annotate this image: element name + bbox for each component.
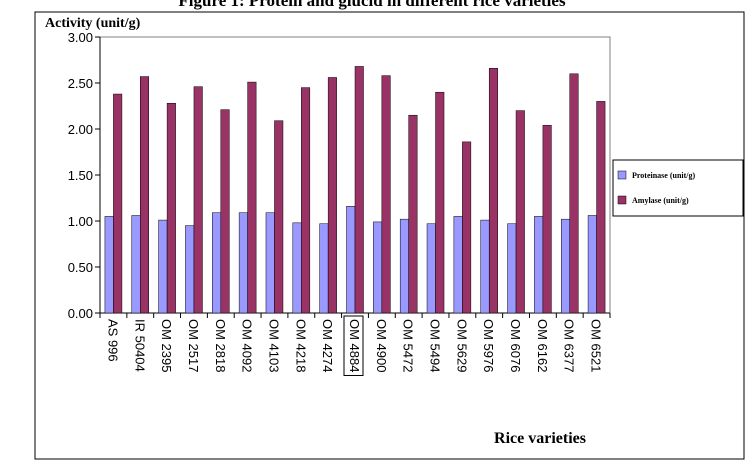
bar xyxy=(346,206,356,314)
bar xyxy=(408,114,418,314)
bar xyxy=(381,75,391,314)
bar xyxy=(274,120,284,314)
category-highlight xyxy=(343,315,364,376)
bar xyxy=(265,212,275,314)
bar xyxy=(113,93,123,314)
x-tick-label: OM 2517 xyxy=(186,319,201,372)
x-tick-label: OM 6377 xyxy=(562,319,577,372)
legend-label: Proteinase (unit/g) xyxy=(632,171,696,180)
bar xyxy=(453,216,463,314)
bar xyxy=(158,219,168,314)
legend-label: Amylase (unit/g) xyxy=(632,196,689,205)
x-tick-label: OM 2395 xyxy=(159,319,174,372)
bar xyxy=(569,73,579,314)
x-tick-label: OM 6521 xyxy=(589,319,604,372)
x-tick-label: OM 4218 xyxy=(293,319,308,372)
bar xyxy=(587,215,597,314)
bar xyxy=(193,86,203,314)
bar xyxy=(131,215,141,314)
bar xyxy=(212,212,222,314)
bar xyxy=(507,223,517,314)
bar xyxy=(399,218,409,314)
legend-box xyxy=(612,159,744,217)
bar xyxy=(515,110,525,314)
x-tick-label: OM 5976 xyxy=(481,319,496,372)
x-tick-label: OM 6076 xyxy=(508,319,523,372)
y-tick-label: 2.00 xyxy=(68,122,93,137)
x-tick-label: OM 4103 xyxy=(266,319,281,372)
bar xyxy=(238,212,248,314)
bar xyxy=(220,109,230,314)
y-tick-label: 2.50 xyxy=(68,76,93,91)
y-tick-label: 3.00 xyxy=(68,30,93,45)
bar xyxy=(301,87,311,314)
x-tick-label: OM 4274 xyxy=(320,319,335,372)
x-tick-label: OM 4900 xyxy=(374,319,389,372)
x-tick-label: OM 4092 xyxy=(240,319,255,372)
bar xyxy=(462,141,472,314)
x-axis-label: Rice varieties xyxy=(494,430,586,447)
y-tick-label: 1.50 xyxy=(68,168,93,183)
bar xyxy=(542,125,552,314)
y-axis-label: Activity (unit/g) xyxy=(45,16,141,31)
y-tick-label: 0.50 xyxy=(68,260,93,275)
bar xyxy=(560,218,570,314)
bar xyxy=(534,216,544,314)
legend-swatch xyxy=(617,195,627,205)
bar xyxy=(373,221,383,314)
bar xyxy=(488,68,498,314)
y-tick-label: 1.00 xyxy=(68,214,93,229)
x-tick-label: OM 5494 xyxy=(428,319,443,372)
x-tick-label: OM 5629 xyxy=(454,319,469,372)
bar xyxy=(104,216,114,314)
x-tick-label: OM 5472 xyxy=(401,319,416,372)
x-tick-label: OM 4884 xyxy=(347,319,362,372)
bar xyxy=(292,222,302,314)
bar xyxy=(140,76,150,314)
bar xyxy=(166,102,176,314)
bar xyxy=(435,91,445,314)
x-tick-label: OM 2818 xyxy=(213,319,228,372)
bar xyxy=(319,223,329,314)
x-tick-label: AS 996 xyxy=(105,319,120,362)
bar xyxy=(426,223,436,314)
x-tick-label: OM 6162 xyxy=(535,319,550,372)
bar xyxy=(185,225,195,314)
legend-swatch xyxy=(617,170,627,180)
bar xyxy=(480,219,490,314)
chart-title: Figure 1: Protein and glucid in differen… xyxy=(178,0,566,10)
bar xyxy=(596,101,606,314)
bar xyxy=(327,77,337,314)
bar xyxy=(354,66,364,314)
bar xyxy=(247,81,257,314)
x-tick-label: IR 50404 xyxy=(132,319,147,372)
y-tick-label: 0.00 xyxy=(68,306,93,321)
